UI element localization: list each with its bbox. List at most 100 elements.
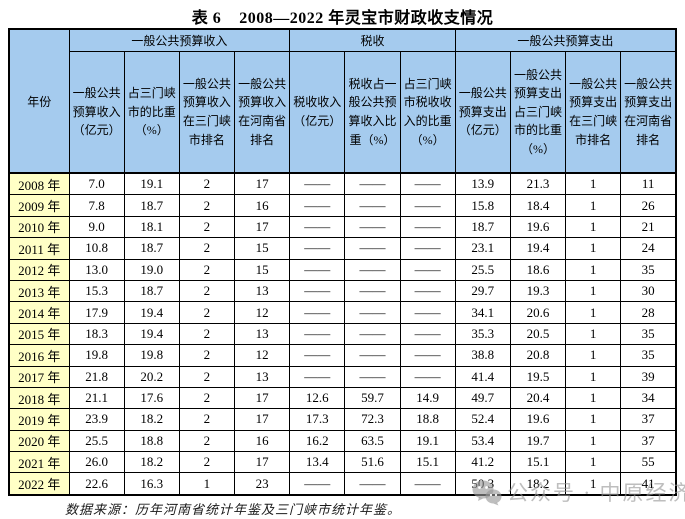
column-header-10: 一般公共预算支出在河南省排名: [620, 51, 677, 174]
value-cell: 35: [620, 258, 677, 281]
year-cell: 2021 年: [8, 451, 70, 474]
value-cell: 1: [565, 408, 622, 431]
value-cell: 19.8: [68, 344, 125, 367]
value-cell: ——: [344, 365, 401, 388]
value-cell: 14.9: [399, 386, 456, 410]
value-cell: 18.3: [68, 322, 125, 346]
value-cell: 17.6: [123, 386, 180, 410]
value-cell: ——: [399, 365, 456, 388]
value-cell: 17: [234, 386, 291, 410]
value-cell: ——: [289, 258, 346, 281]
value-cell: 19.6: [509, 215, 567, 239]
value-cell: 15.1: [509, 451, 567, 474]
value-cell: 18.7: [123, 237, 180, 260]
value-cell: 20.2: [123, 365, 180, 388]
value-cell: 17: [234, 172, 291, 196]
group-header-2: 一般公共预算支出: [454, 28, 677, 52]
value-cell: ——: [399, 279, 456, 303]
table-row: 2011 年 10.8 18.7 2 15 —— —— —— 23.1 19.4 1 24: [8, 237, 677, 260]
value-cell: ——: [344, 258, 401, 281]
value-cell: 52.4: [454, 408, 511, 431]
value-cell: 19.6: [509, 408, 567, 431]
value-cell: 20.5: [509, 322, 567, 346]
column-header-4: 税收收入（亿元）: [289, 51, 346, 174]
year-cell: 2016 年: [8, 344, 70, 367]
value-cell: ——: [399, 172, 456, 196]
value-cell: 19.5: [509, 365, 567, 388]
value-cell: ——: [399, 215, 456, 239]
year-cell: 2008 年: [8, 172, 70, 196]
year-cell: 2019 年: [8, 408, 70, 431]
value-cell: ——: [289, 365, 346, 388]
value-cell: ——: [399, 237, 456, 260]
value-cell: 17.9: [68, 301, 125, 324]
value-cell: ——: [344, 344, 401, 367]
year-cell: 2009 年: [8, 194, 70, 217]
value-cell: 18.2: [123, 408, 180, 431]
year-cell: 2011 年: [8, 237, 70, 260]
value-cell: 17.3: [289, 408, 346, 431]
value-cell: 26: [620, 194, 677, 217]
value-cell: 15: [234, 258, 291, 281]
value-cell: 19.4: [123, 301, 180, 324]
value-cell: 37: [620, 429, 677, 453]
value-cell: 41.2: [454, 451, 511, 474]
value-cell: 34.1: [454, 301, 511, 324]
value-cell: 35: [620, 322, 677, 346]
value-cell: 2: [178, 172, 236, 196]
value-cell: 12: [234, 344, 291, 367]
value-cell: 1: [178, 472, 236, 496]
value-cell: 35: [620, 344, 677, 367]
table-row: 2022 年 22.6 16.3 1 23 —— —— —— 50.3 18.2 1 41: [8, 472, 677, 496]
value-cell: 18.2: [123, 451, 180, 474]
value-cell: 7.0: [68, 172, 125, 196]
year-cell: 2013 年: [8, 279, 70, 303]
year-cell: 2010 年: [8, 215, 70, 239]
value-cell: ——: [344, 472, 401, 496]
value-cell: 1: [565, 386, 622, 410]
value-cell: ——: [399, 322, 456, 346]
value-cell: 13: [234, 365, 291, 388]
value-cell: 19.0: [123, 258, 180, 281]
value-cell: 2: [178, 451, 236, 474]
value-cell: 1: [565, 237, 622, 260]
value-cell: 2: [178, 194, 236, 217]
value-cell: 1: [565, 258, 622, 281]
value-cell: ——: [344, 194, 401, 217]
value-cell: 12.6: [289, 386, 346, 410]
table-title: 表 6 2008—2022 年灵宝市财政收支情况: [191, 10, 494, 27]
column-header-row: 一般公共预算收入（亿元） 占三门峡市的比重（%） 一般公共预算收入在三门峡市排名 一般…: [9, 51, 677, 174]
value-cell: ——: [289, 215, 346, 239]
year-cell: 2020 年: [8, 429, 70, 453]
table-header: 年份 一般公共预算收入 税收 一般公共预算支出 一般公共预算收入（亿元） 占三门峡市的…: [8, 28, 677, 174]
value-cell: 38.8: [454, 344, 511, 367]
value-cell: 41.4: [454, 365, 511, 388]
value-cell: 23: [234, 472, 291, 496]
value-cell: 59.7: [344, 386, 401, 410]
column-header-3: 一般公共预算收入在河南省排名: [234, 51, 291, 174]
value-cell: 72.3: [344, 408, 401, 431]
value-cell: ——: [289, 172, 346, 196]
value-cell: 39: [620, 365, 677, 388]
value-cell: 50.3: [454, 472, 511, 496]
value-cell: 28: [620, 301, 677, 324]
value-cell: ——: [289, 344, 346, 367]
value-cell: 2: [178, 258, 236, 281]
table-row: 2021 年 26.0 18.2 2 17 13.4 51.6 15.1 41.2 15.1 1 55: [8, 451, 677, 474]
year-cell: 2012 年: [8, 258, 70, 281]
value-cell: 13.9: [454, 172, 511, 196]
value-cell: 25.5: [68, 429, 125, 453]
column-header-2: 一般公共预算收入在三门峡市排名: [178, 51, 236, 174]
value-cell: 30: [620, 279, 677, 303]
value-cell: 2: [178, 301, 236, 324]
value-cell: ——: [289, 322, 346, 346]
value-cell: 18.2: [509, 472, 567, 496]
value-cell: 19.4: [509, 237, 567, 260]
table-row: 2014 年 17.9 19.4 2 12 —— —— —— 34.1 20.6 1 28: [8, 301, 677, 324]
group-header-row: 年份 一般公共预算收入 税收 一般公共预算支出: [8, 28, 677, 174]
value-cell: 17: [234, 451, 291, 474]
value-cell: 1: [565, 365, 622, 388]
value-cell: ——: [289, 472, 346, 496]
value-cell: 2: [178, 322, 236, 346]
data-source-note: 数据来源：历年河南省统计年鉴及三门峡市统计年鉴。: [65, 502, 402, 517]
